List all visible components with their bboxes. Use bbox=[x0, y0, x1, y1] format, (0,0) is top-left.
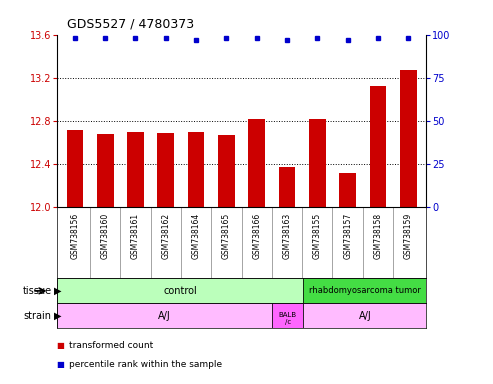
Bar bbox=[188, 132, 205, 207]
Text: ■: ■ bbox=[57, 360, 65, 369]
Text: GSM738160: GSM738160 bbox=[101, 213, 109, 259]
Bar bbox=[339, 173, 356, 207]
Bar bbox=[127, 132, 144, 207]
Text: GSM738155: GSM738155 bbox=[313, 213, 322, 259]
Text: GSM738162: GSM738162 bbox=[161, 213, 170, 259]
Text: GSM738166: GSM738166 bbox=[252, 213, 261, 259]
Bar bbox=[279, 167, 295, 207]
Text: GDS5527 / 4780373: GDS5527 / 4780373 bbox=[67, 18, 194, 31]
Text: GSM738164: GSM738164 bbox=[192, 213, 201, 259]
Text: ▶: ▶ bbox=[54, 286, 62, 296]
Bar bbox=[400, 70, 417, 207]
Text: control: control bbox=[163, 286, 197, 296]
Text: GSM738157: GSM738157 bbox=[343, 213, 352, 259]
Text: A/J: A/J bbox=[158, 311, 171, 321]
Text: strain: strain bbox=[24, 311, 52, 321]
Text: GSM738163: GSM738163 bbox=[282, 213, 291, 259]
Bar bbox=[57, 278, 303, 303]
Text: ■: ■ bbox=[57, 341, 65, 349]
Text: GSM738159: GSM738159 bbox=[404, 213, 413, 259]
Text: percentile rank within the sample: percentile rank within the sample bbox=[69, 360, 222, 369]
Bar bbox=[370, 86, 387, 207]
Bar bbox=[157, 133, 174, 207]
Text: GSM738161: GSM738161 bbox=[131, 213, 140, 259]
Bar bbox=[218, 135, 235, 207]
Text: GSM738165: GSM738165 bbox=[222, 213, 231, 259]
Text: tissue: tissue bbox=[23, 286, 52, 296]
Bar bbox=[272, 303, 303, 328]
Text: rhabdomyosarcoma tumor: rhabdomyosarcoma tumor bbox=[309, 286, 421, 295]
Bar bbox=[67, 130, 83, 207]
Bar bbox=[303, 303, 426, 328]
Bar bbox=[309, 119, 326, 207]
Text: GSM738158: GSM738158 bbox=[374, 213, 383, 259]
Bar bbox=[97, 134, 113, 207]
Text: BALB
/c: BALB /c bbox=[279, 312, 297, 325]
Text: ▶: ▶ bbox=[54, 311, 62, 321]
Bar bbox=[248, 119, 265, 207]
Text: A/J: A/J bbox=[358, 311, 371, 321]
Text: transformed count: transformed count bbox=[69, 341, 153, 349]
Text: GSM738156: GSM738156 bbox=[70, 213, 79, 259]
Bar bbox=[57, 303, 272, 328]
Bar bbox=[303, 278, 426, 303]
